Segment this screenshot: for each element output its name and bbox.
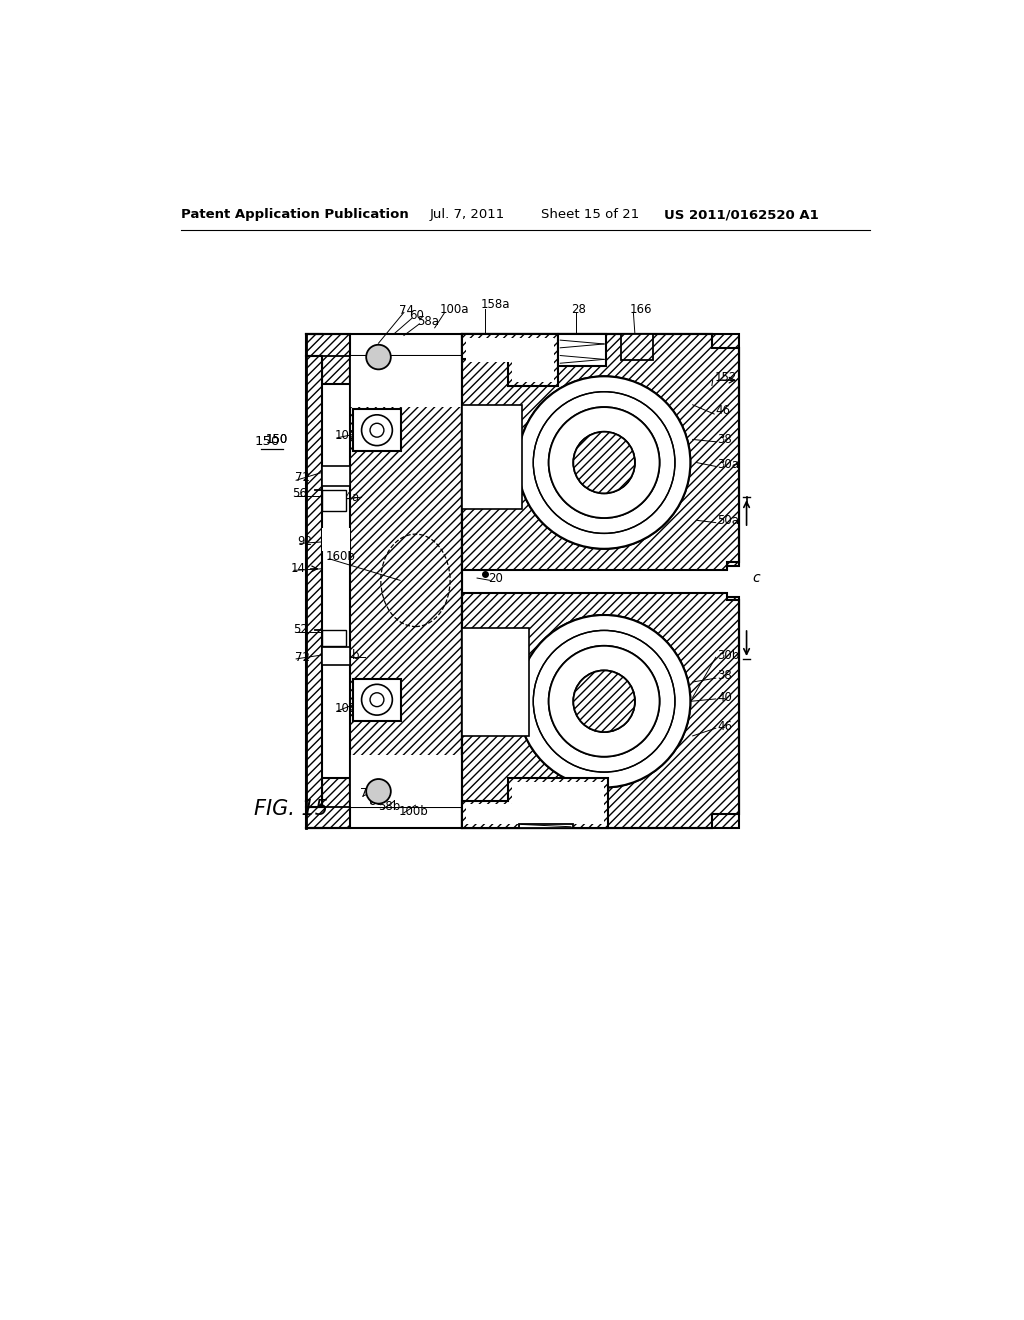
Text: 102: 102 (335, 429, 357, 442)
Polygon shape (462, 334, 739, 566)
Circle shape (361, 414, 392, 446)
Text: 100a: 100a (440, 302, 470, 315)
Circle shape (518, 376, 690, 549)
Text: Sheet 15 of 21: Sheet 15 of 21 (541, 209, 639, 222)
Polygon shape (519, 825, 573, 829)
Text: 40: 40 (717, 690, 732, 704)
Circle shape (549, 645, 659, 756)
Text: 94a: 94a (337, 491, 359, 504)
Circle shape (518, 376, 690, 549)
Text: 166: 166 (630, 302, 652, 315)
Text: 38: 38 (717, 433, 732, 446)
Polygon shape (306, 334, 350, 384)
Text: 46: 46 (717, 721, 732, 733)
Circle shape (573, 671, 635, 733)
Text: 72: 72 (295, 471, 309, 484)
Text: US 2011/0162520 A1: US 2011/0162520 A1 (665, 209, 819, 222)
Text: 58a: 58a (417, 315, 439, 329)
Text: Patent Application Publication: Patent Application Publication (180, 209, 409, 222)
Polygon shape (462, 779, 608, 829)
Text: c: c (753, 572, 761, 585)
Text: 38: 38 (717, 669, 732, 682)
Text: 102: 102 (335, 702, 357, 715)
Text: 46: 46 (716, 404, 731, 417)
Circle shape (573, 432, 635, 494)
Text: 94b: 94b (337, 648, 359, 661)
Polygon shape (462, 597, 739, 829)
Circle shape (518, 615, 690, 788)
Text: 152: 152 (714, 371, 736, 384)
Polygon shape (462, 334, 739, 570)
Polygon shape (350, 755, 462, 807)
Text: 158b: 158b (467, 808, 497, 821)
Circle shape (549, 407, 659, 517)
Circle shape (573, 432, 635, 494)
Circle shape (367, 345, 391, 370)
Text: 100b: 100b (398, 805, 428, 818)
Polygon shape (558, 334, 606, 367)
Text: 72: 72 (295, 651, 309, 664)
Text: 28: 28 (571, 302, 586, 315)
Circle shape (367, 779, 391, 804)
Polygon shape (462, 334, 558, 385)
Polygon shape (322, 466, 350, 486)
Text: 20: 20 (488, 572, 504, 585)
Circle shape (549, 407, 659, 517)
Polygon shape (350, 355, 462, 807)
Text: 92: 92 (298, 536, 312, 548)
Text: 156: 156 (519, 818, 542, 832)
Polygon shape (306, 779, 350, 829)
Polygon shape (322, 490, 346, 511)
Text: 158a: 158a (481, 298, 510, 312)
Text: 14: 14 (291, 562, 306, 576)
Text: 58b: 58b (379, 800, 400, 813)
Circle shape (573, 671, 635, 733)
Text: 160b: 160b (326, 550, 355, 564)
Polygon shape (306, 355, 322, 807)
Polygon shape (466, 338, 554, 381)
Polygon shape (350, 355, 462, 407)
Text: 52: 52 (293, 623, 308, 636)
Text: 50a: 50a (717, 513, 739, 527)
Polygon shape (322, 528, 350, 552)
Text: 74: 74 (398, 304, 414, 317)
Polygon shape (462, 593, 739, 829)
Text: 150: 150 (265, 433, 288, 446)
Polygon shape (322, 630, 346, 645)
Polygon shape (353, 678, 400, 721)
Text: 30a: 30a (717, 458, 739, 471)
Polygon shape (353, 409, 400, 451)
Circle shape (518, 615, 690, 788)
Text: 60: 60 (410, 309, 424, 322)
Polygon shape (621, 334, 652, 360)
Circle shape (549, 645, 659, 756)
Text: 74: 74 (360, 787, 375, 800)
Text: 150: 150 (255, 436, 281, 449)
Text: 56: 56 (292, 487, 307, 500)
Circle shape (361, 684, 392, 715)
Text: Jul. 7, 2011: Jul. 7, 2011 (429, 209, 505, 222)
Circle shape (370, 424, 384, 437)
Polygon shape (462, 628, 529, 737)
Text: FIG. 15: FIG. 15 (254, 799, 328, 818)
Polygon shape (322, 647, 350, 665)
Text: 150: 150 (265, 433, 288, 446)
Polygon shape (466, 781, 604, 825)
Polygon shape (462, 405, 521, 508)
Text: 60: 60 (368, 795, 383, 808)
Text: 30b: 30b (717, 648, 739, 661)
Circle shape (370, 693, 384, 706)
